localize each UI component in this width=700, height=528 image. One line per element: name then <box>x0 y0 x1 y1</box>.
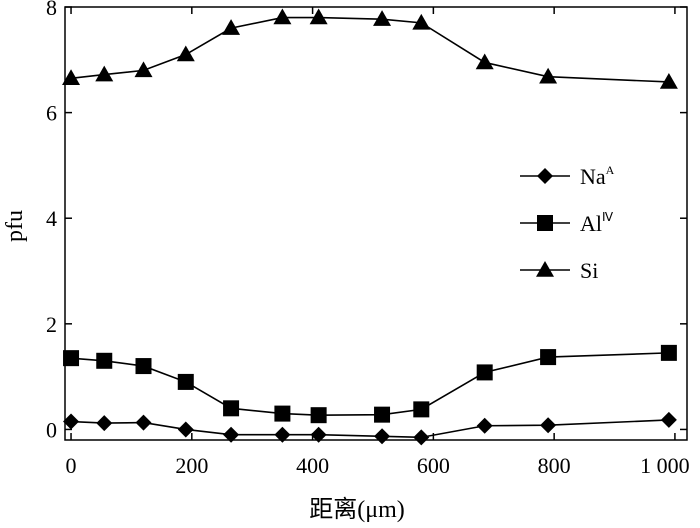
y-tick-label: 4 <box>46 206 57 231</box>
data-point-al <box>177 373 194 390</box>
data-point-al <box>310 407 327 424</box>
data-point-si <box>95 65 114 82</box>
data-point-si <box>539 67 558 84</box>
x-tick-label: 800 <box>538 453 571 478</box>
x-axis: 0 200 400 600 800 1 000 <box>66 7 690 478</box>
data-point-al <box>223 400 240 417</box>
series-al <box>63 344 677 424</box>
data-point-al <box>660 344 677 361</box>
data-point-si <box>134 61 153 78</box>
legend-superscript: A <box>606 163 615 177</box>
data-point-na <box>223 426 240 443</box>
data-point-na <box>63 413 80 430</box>
series-line-na <box>71 419 669 439</box>
data-point-si <box>475 53 494 70</box>
data-point-al <box>274 405 291 422</box>
y-tick-label: 8 <box>46 0 57 20</box>
series-group <box>62 8 678 446</box>
data-point-si <box>373 10 392 26</box>
legend-marker <box>536 261 554 277</box>
legend-marker <box>537 215 553 231</box>
data-point-si <box>222 19 241 35</box>
legend-superscript: Ⅳ <box>602 210 613 224</box>
series-line-si <box>70 16 669 83</box>
data-point-al <box>374 406 391 423</box>
series-line-al <box>70 352 669 416</box>
data-point-na <box>660 411 677 428</box>
data-point-al <box>413 401 430 418</box>
legend-item-na: NaA <box>520 163 615 189</box>
x-tick-label: 600 <box>417 453 450 478</box>
data-point-na <box>413 429 430 446</box>
data-point-si <box>412 13 431 30</box>
y-axis-title: pfu <box>2 210 28 242</box>
data-point-si <box>62 69 81 86</box>
data-point-al <box>135 358 152 375</box>
legend-label: NaA <box>580 163 615 189</box>
y-tick-label: 2 <box>46 312 57 337</box>
x-tick-label: 1 000 <box>640 453 690 478</box>
data-point-si <box>659 72 678 89</box>
legend-label: Si <box>580 258 598 283</box>
y-tick-label: 6 <box>46 101 57 126</box>
legend-item-al: AlⅣ <box>520 210 613 236</box>
data-point-na <box>476 417 493 434</box>
data-point-na <box>540 417 557 434</box>
plot-frame <box>64 6 688 441</box>
x-axis-title: 距离(μm) <box>309 496 405 523</box>
data-point-na <box>135 414 152 431</box>
data-point-al <box>540 349 557 366</box>
data-point-al <box>96 352 113 369</box>
series-si <box>62 8 678 89</box>
legend: NaA AlⅣ Si <box>520 163 615 283</box>
data-point-na <box>96 415 113 432</box>
data-point-na <box>177 421 194 438</box>
legend-marker <box>537 168 553 184</box>
data-point-si <box>176 45 195 62</box>
data-point-na <box>274 426 291 443</box>
y-tick-label: 0 <box>46 417 57 442</box>
x-tick-label: 200 <box>175 453 208 478</box>
data-point-al <box>476 364 493 381</box>
legend-item-si: Si <box>520 258 598 283</box>
x-tick-label: 0 <box>66 453 77 478</box>
data-point-na <box>310 426 327 443</box>
data-point-si <box>273 8 292 25</box>
x-tick-label: 400 <box>296 453 329 478</box>
series-na <box>63 411 677 446</box>
data-point-al <box>63 350 80 367</box>
legend-label: AlⅣ <box>580 210 613 236</box>
data-point-na <box>374 428 391 445</box>
y-axis: 0 2 4 6 8 <box>46 0 687 442</box>
data-point-si <box>309 8 328 25</box>
